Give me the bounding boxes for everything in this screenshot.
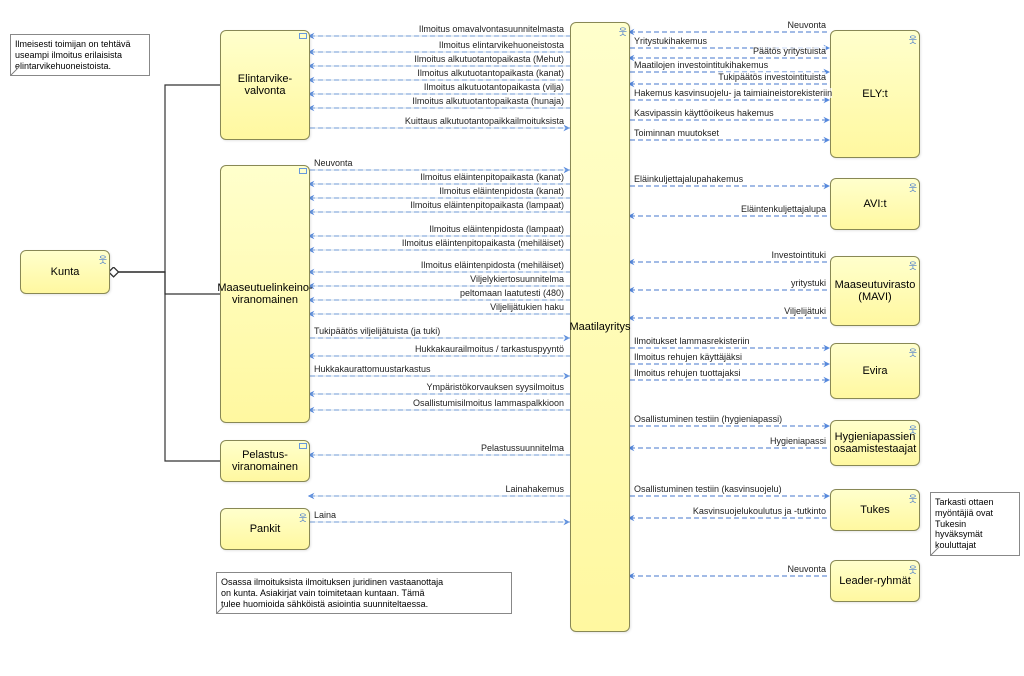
flow-label: Neuvonta	[787, 564, 826, 574]
flow-label: Hukkakaurattomuustarkastus	[314, 364, 431, 374]
flow-label: Viljelijätukien haku	[490, 302, 564, 312]
flow-label: Tukipäätös viljelijätuista (ja tuki)	[314, 326, 440, 336]
entity-label: ELY:t	[862, 88, 887, 100]
flow-label: Lainahakemus	[505, 484, 564, 494]
flow-label: Hakemus kasvinsuojelu- ja taimiaineistor…	[634, 88, 832, 98]
flow-label: Viljelykiertosuunnitelma	[470, 274, 564, 284]
flow-label: Ilmoitus alkutuotantopaikasta (hunaja)	[412, 96, 564, 106]
entity-kunta: Kunta 웃	[20, 250, 110, 294]
entity-label: Pelastus- viranomainen	[232, 449, 298, 473]
entity-label: Hygieniapassien osaamistestaajat	[834, 431, 917, 455]
flow-label: Ilmoitus eläintenpitopaikasta (mehiläise…	[402, 238, 564, 248]
entity-tukes: Tukes 웃	[830, 489, 920, 531]
flow-label: Neuvonta	[314, 158, 353, 168]
actor-icon: 웃	[909, 563, 917, 576]
flow-label: Ilmoitukset lammasrekisteriin	[634, 336, 750, 346]
flow-label: Ilmoitus alkutuotantopaikasta (kanat)	[417, 68, 564, 78]
flow-label: Neuvonta	[787, 20, 826, 30]
flow-label: Ilmoitus rehujen käyttäjäksi	[634, 352, 742, 362]
entity-hygienia: Hygieniapassien osaamistestaajat웃	[830, 420, 920, 466]
actor-icon: 웃	[909, 259, 917, 272]
entity-label: Evira	[862, 365, 887, 377]
entity-pankit: Pankit 웃	[220, 508, 310, 550]
flow-label: Osallistuminen testiin (hygieniapassi)	[634, 414, 782, 424]
entity-evira: Evira 웃	[830, 343, 920, 399]
flow-label: Kuittaus alkutuotantopaikkailmoituksista	[405, 116, 564, 126]
flow-label: Ilmoitus alkutuotantopaikasta (vilja)	[424, 82, 564, 92]
flow-label: Tukipäätös investointituista	[718, 72, 826, 82]
flow-label: Eläintenkuljettajalupa	[741, 204, 826, 214]
flow-label: Ilmoitus eläintenpidosta (mehiläiset)	[421, 260, 564, 270]
flow-label: Laina	[314, 510, 336, 520]
actor-icon: 웃	[909, 423, 917, 436]
entity-ely: ELY:t 웃	[830, 30, 920, 158]
flow-label: Ilmoitus eläintenpidosta (kanat)	[439, 186, 564, 196]
flow-label: Pelastussuunnitelma	[481, 443, 564, 453]
actor-icon: 웃	[909, 33, 917, 46]
note-osassa: Osassa ilmoituksista ilmoituksen juridin…	[216, 572, 512, 614]
entity-label: Pankit	[250, 523, 281, 535]
flow-label: Hukkakaurailmoitus / tarkastuspyyntö	[415, 344, 564, 354]
entity-avi: AVI:t 웃	[830, 178, 920, 230]
component-icon	[299, 33, 307, 39]
flow-label: Ympäristökorvauksen syysilmoitus	[426, 382, 564, 392]
entity-label: Maaseutuvirasto (MAVI)	[835, 279, 916, 303]
entity-label: AVI:t	[863, 198, 886, 210]
actor-icon: 웃	[99, 253, 107, 266]
flow-label: Osallistumisilmoitus lammaspalkkioon	[413, 398, 564, 408]
flow-label: Kasvipassin käyttöoikeus hakemus	[634, 108, 774, 118]
component-icon	[299, 443, 307, 449]
entity-label: Leader-ryhmät	[839, 575, 911, 587]
flow-label: Toiminnan muutokset	[634, 128, 719, 138]
flow-label: Ilmoitus rehujen tuottajaksi	[634, 368, 741, 378]
entity-pelastus: Pelastus- viranomainen	[220, 440, 310, 482]
flow-label: peltomaan laatutesti (480)	[460, 288, 564, 298]
flow-label: Viljelijätuki	[784, 306, 826, 316]
flow-label: Ilmoitus omavalvontasuunnitelmasta	[419, 24, 564, 34]
entity-maaseutu_vir: Maaseutuelinkeino- viranomainen	[220, 165, 310, 423]
flow-label: yritystuki	[791, 278, 826, 288]
actor-icon: 웃	[909, 346, 917, 359]
flow-label: Kasvinsuojelukoulutus ja -tutkinto	[693, 506, 826, 516]
flow-label: Ilmoitus eläintenpitopaikasta (kanat)	[420, 172, 564, 182]
note-ilmeisesti: Ilmeisesti toimijan on tehtävä useampi i…	[10, 34, 150, 76]
flow-label: Investointituki	[771, 250, 826, 260]
entity-label: Kunta	[51, 266, 80, 278]
entity-mavi: Maaseutuvirasto (MAVI) 웃	[830, 256, 920, 326]
flow-label: Päätös yritystuista	[753, 46, 826, 56]
flow-label: Ilmoitus eläintenpitopaikasta (lampaat)	[410, 200, 564, 210]
flow-label: Ilmoitus eläintenpidosta (lampaat)	[429, 224, 564, 234]
entity-label: Elintarvike- valvonta	[238, 73, 292, 97]
component-icon	[299, 168, 307, 174]
flow-label: Osallistuminen testiin (kasvinsuojelu)	[634, 484, 782, 494]
entity-elintarvike: Elintarvike- valvonta	[220, 30, 310, 140]
entity-leader: Leader-ryhmät웃	[830, 560, 920, 602]
flow-label: Eläinkuljettajalupahakemus	[634, 174, 743, 184]
actor-icon: 웃	[299, 511, 307, 524]
flow-label: Hygieniapassi	[770, 436, 826, 446]
actor-icon: 웃	[909, 492, 917, 505]
entity-maatila: Maatilayritys 웃	[570, 22, 630, 632]
flow-label: Maatilojen investointitukihakemus	[634, 60, 768, 70]
flow-label: Yritystukihakemus	[634, 36, 707, 46]
entity-label: Tukes	[860, 504, 890, 516]
note-tarkasti: Tarkasti ottaen myöntäjiä ovat Tukesin h…	[930, 492, 1020, 556]
actor-icon: 웃	[619, 25, 627, 38]
flow-label: Ilmoitus alkutuotantopaikasta (Mehut)	[414, 54, 564, 64]
entity-label: Maatilayritys	[569, 321, 630, 333]
entity-label: Maaseutuelinkeino- viranomainen	[217, 282, 312, 306]
flow-label: Ilmoitus elintarvikehuoneistosta	[439, 40, 564, 50]
actor-icon: 웃	[909, 181, 917, 194]
